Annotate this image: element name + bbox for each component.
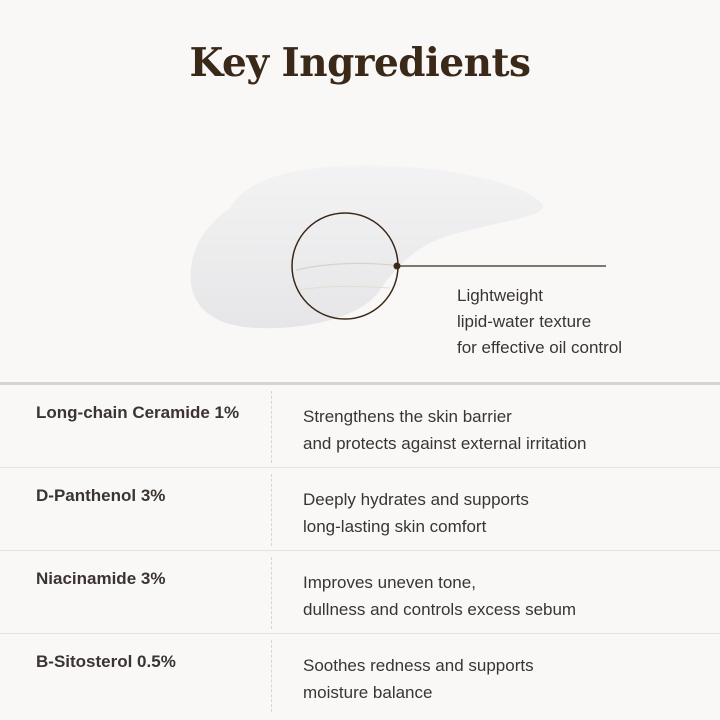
cream-swatch: [190, 165, 544, 329]
page-title: Key Ingredients: [189, 40, 531, 86]
texture-caption: Lightweight lipid-water texture for effe…: [457, 283, 622, 361]
divider: [271, 474, 272, 546]
table-row: Niacinamide 3% Improves uneven tone, dull…: [0, 551, 720, 634]
ingredient-description: Deeply hydrates and supports long-lasting…: [303, 490, 529, 536]
ingredient-name: D-Panthenol 3%: [36, 486, 166, 505]
divider: [271, 640, 272, 712]
ingredients-table: Long-chain Ceramide 1% Strengthens the s…: [0, 382, 720, 716]
ingredient-name: Long-chain Ceramide 1%: [36, 403, 240, 422]
caption-line: for effective oil control: [457, 338, 623, 357]
ingredient-description: Soothes redness and supports moisture bal…: [303, 656, 534, 702]
ingredient-description: Strengthens the skin barrier and protects…: [303, 407, 587, 453]
cream-texture-illustration: [190, 165, 606, 329]
caption-line: lipid-water texture: [457, 312, 592, 331]
table-row: B-Sitosterol 0.5% Soothes redness and su…: [0, 634, 720, 716]
ingredient-name: Niacinamide 3%: [36, 569, 166, 588]
ingredient-description: Improves uneven tone, dullness and contro…: [303, 573, 577, 619]
caption-line: Lightweight: [457, 286, 544, 305]
divider: [271, 391, 272, 463]
ingredient-name: B-Sitosterol 0.5%: [36, 652, 176, 671]
divider: [271, 557, 272, 629]
table-row: D-Panthenol 3% Deeply hydrates and suppo…: [0, 468, 720, 551]
table-row: Long-chain Ceramide 1% Strengthens the s…: [0, 385, 720, 468]
divider: [0, 382, 720, 385]
